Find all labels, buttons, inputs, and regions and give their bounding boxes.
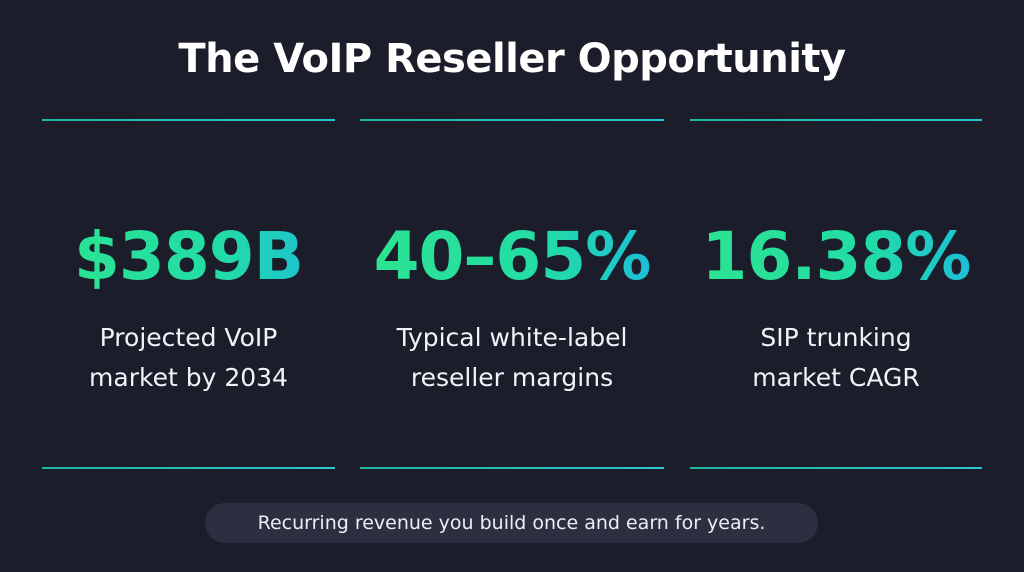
divider — [690, 467, 982, 469]
title: The VoIP Reseller Opportunity — [178, 36, 846, 82]
stat-value: 16.38% — [670, 218, 1002, 295]
stat-label: Projected VoIP market by 2034 — [22, 318, 355, 398]
label-line: reseller margins — [410, 363, 614, 392]
stat-label: Typical white-label reseller margins — [340, 318, 684, 398]
stat-column: 16.38% SIP trunking market CAGR — [690, 0, 982, 572]
label-line: market by 2034 — [89, 363, 288, 392]
divider — [42, 119, 335, 121]
divider — [360, 119, 664, 121]
divider — [360, 467, 664, 469]
tagline: Recurring revenue you build once and ear… — [205, 503, 818, 543]
stat-column: $389B Projected VoIP market by 2034 — [42, 0, 335, 572]
label-line: Projected VoIP — [99, 323, 278, 352]
stat-value: $389B — [22, 218, 355, 295]
label-line: SIP trunking — [760, 323, 912, 352]
stat-column: 40–65% Typical white-label reseller margin… — [360, 0, 664, 572]
stat-label: SIP trunking market CAGR — [670, 318, 1002, 398]
divider — [42, 467, 335, 469]
divider — [690, 119, 982, 121]
label-line: Typical white-label — [396, 323, 628, 352]
label-line: market CAGR — [752, 363, 920, 392]
stat-value: 40–65% — [340, 218, 684, 295]
